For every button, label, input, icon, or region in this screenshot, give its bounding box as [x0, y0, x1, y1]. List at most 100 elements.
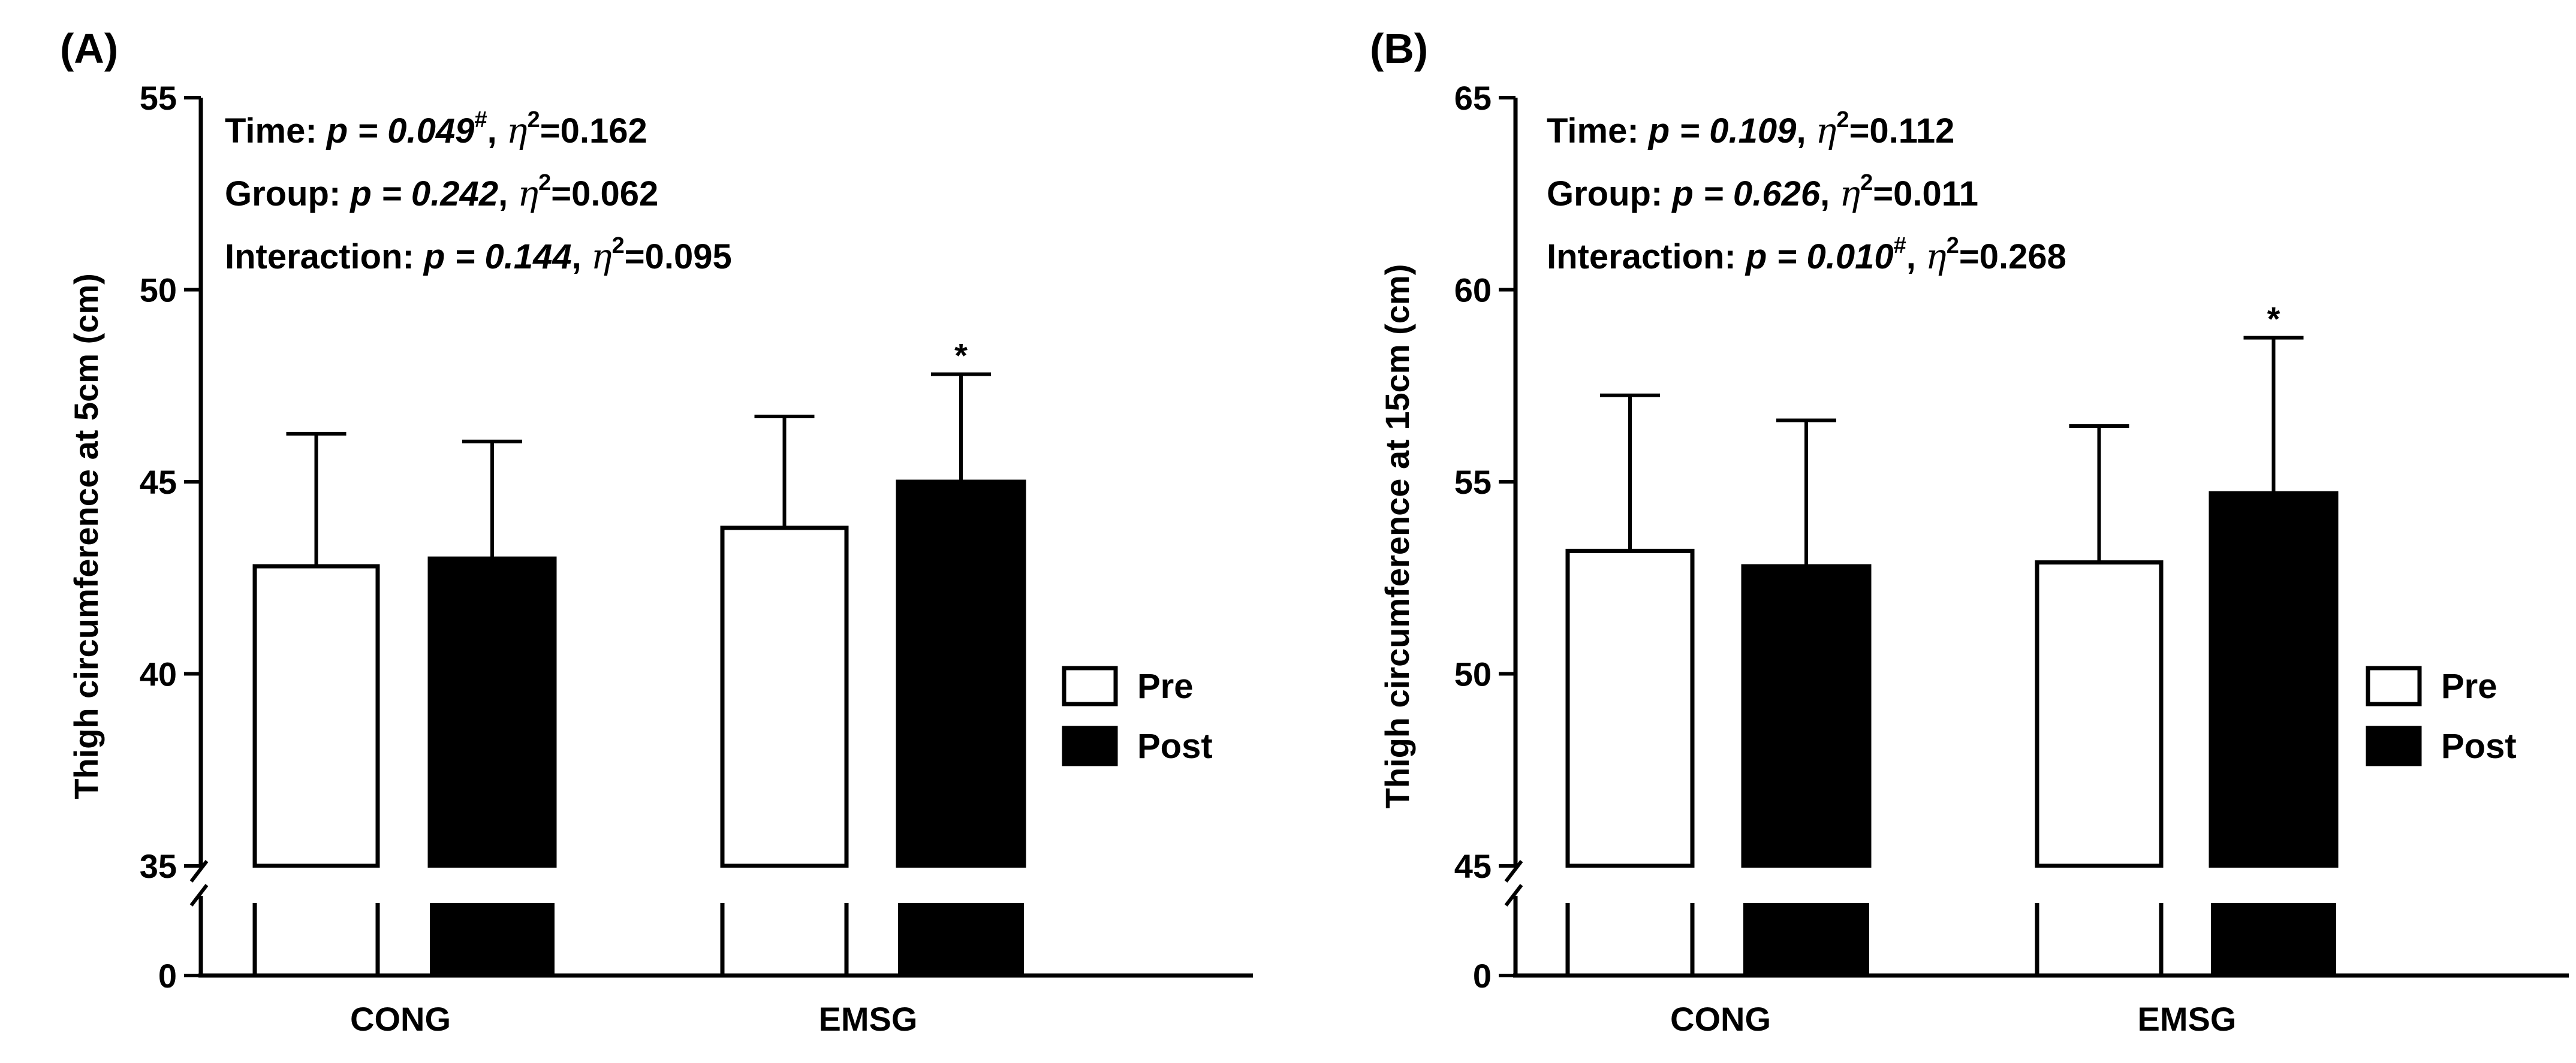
significance-star: *: [954, 337, 968, 375]
break-gap: [2207, 868, 2340, 901]
break-gap: [894, 868, 1028, 901]
stat-part: p = 0.242: [349, 174, 498, 213]
stat-part: Time:: [225, 111, 327, 150]
y-tick-label: 40: [140, 656, 177, 693]
y-tick-label: 50: [140, 271, 177, 309]
stat-line: Interaction: p = 0.010#, η2=0.268: [1547, 233, 2066, 277]
stat-part: Group:: [1547, 174, 1672, 213]
legend-label-pre: Pre: [2441, 667, 2497, 706]
stat-sep: ,: [498, 174, 517, 213]
stat-part: p = 0.049: [326, 111, 475, 150]
bar-emsg-post: [896, 479, 1026, 868]
stat-eta-sup: 2: [528, 107, 540, 132]
stat-sep: ,: [1796, 111, 1815, 150]
stat-part: Group:: [225, 174, 350, 213]
break-gap: [1740, 868, 1873, 901]
legend-label-post: Post: [1137, 727, 1213, 766]
break-gap: [1564, 868, 1696, 901]
bar-cong-post: [1741, 564, 1872, 868]
category-label: EMSG: [2138, 1000, 2237, 1038]
stat-part: Interaction:: [1547, 237, 1746, 276]
stat-hash: #: [474, 107, 487, 132]
significance-star: *: [2267, 300, 2280, 338]
stat-eta-value: =0.162: [540, 111, 647, 150]
y-tick-label: 55: [1454, 463, 1492, 501]
break-gap: [719, 868, 850, 901]
bar-cong-pre: [252, 564, 380, 868]
y-tick-label: 45: [140, 463, 177, 501]
y-tick-label: 60: [1454, 271, 1492, 309]
stat-eta: η: [1926, 236, 1947, 277]
stat-eta-value: =0.112: [1849, 111, 1955, 150]
stat-eta: η: [591, 236, 612, 277]
bar-emsg-post-lower: [2211, 903, 2336, 976]
break-gap: [2033, 868, 2165, 901]
legend-swatch-pre: [2366, 666, 2422, 706]
axis-break-mark: [1504, 884, 1523, 907]
break-gap: [251, 868, 381, 901]
panel-label: (B): [1370, 25, 1428, 72]
stat-line: Time: p = 0.049#, η2=0.162: [225, 107, 647, 151]
stat-eta: η: [507, 110, 528, 151]
stat-part: p = 0.010: [1745, 237, 1894, 276]
bar-emsg-post: [2209, 491, 2339, 868]
bar-emsg-pre: [2035, 560, 2164, 868]
legend-swatch-pre: [1062, 666, 1118, 706]
stat-part: p = 0.109: [1647, 111, 1797, 150]
stat-eta-sup: 2: [1860, 170, 1873, 195]
axis-break-mark: [189, 860, 209, 883]
y-tick-label: 35: [140, 847, 177, 885]
bar-cong-post: [427, 556, 557, 868]
stat-eta-value: =0.095: [625, 237, 732, 276]
y-tick-label: 0: [1473, 957, 1492, 995]
panel-label: (A): [60, 25, 118, 72]
category-label: CONG: [350, 1000, 451, 1038]
stat-eta-value: =0.062: [551, 174, 658, 213]
y-tick-label: 55: [140, 79, 177, 117]
chart-panel-a: (A) 0 35 40 45 50 55 Thigh circumference at 5cm…: [60, 25, 1253, 1038]
stat-eta-sup: 2: [1836, 107, 1849, 132]
stat-line: Group: p = 0.626, η2=0.011: [1547, 170, 1978, 214]
axis-break-mark: [1504, 860, 1523, 883]
break-gap: [426, 868, 558, 901]
stat-part: p = 0.626: [1671, 174, 1820, 213]
y-axis-title: Thigh circumference at 5cm (cm): [67, 273, 105, 799]
stat-eta-sup: 2: [612, 233, 625, 258]
category-label: EMSG: [819, 1000, 918, 1038]
stat-sep: ,: [1820, 174, 1839, 213]
stat-line: Group: p = 0.242, η2=0.062: [225, 170, 658, 214]
y-tick-label: 0: [158, 957, 177, 995]
legend-swatch-post: [2366, 726, 2422, 766]
stat-line: Time: p = 0.109, η2=0.112: [1547, 107, 1954, 151]
bar-emsg-post-lower: [898, 903, 1024, 976]
stat-sep: ,: [1906, 237, 1926, 276]
legend-label-post: Post: [2441, 727, 2517, 766]
y-tick-label: 50: [1454, 656, 1492, 693]
y-tick-label: 45: [1454, 847, 1492, 885]
bar-cong-post-lower: [430, 903, 555, 976]
legend-label-pre: Pre: [1137, 667, 1194, 706]
chart-panel-b: (B) 0 45 50 55 60 65 Thigh circumference at 15c…: [1370, 25, 2569, 1038]
y-axis-title: Thigh circumference at 15cm (cm): [1378, 264, 1416, 809]
legend-swatch-post: [1062, 726, 1118, 766]
stat-sep: ,: [572, 237, 591, 276]
stat-hash: #: [1894, 233, 1906, 258]
stat-eta-sup: 2: [538, 170, 551, 195]
stat-part: Interaction:: [225, 237, 424, 276]
stat-part: p = 0.144: [423, 237, 572, 276]
y-tick-label: 65: [1454, 79, 1492, 117]
stat-eta-sup: 2: [1947, 233, 1959, 258]
stat-eta-value: =0.268: [1959, 237, 2066, 276]
category-label: CONG: [1670, 1000, 1771, 1038]
stat-eta: η: [1839, 173, 1860, 214]
bar-cong-post-lower: [1743, 903, 1869, 976]
bar-emsg-pre: [720, 526, 849, 868]
stat-eta: η: [517, 173, 538, 214]
axis-break-mark: [189, 884, 209, 907]
stat-eta: η: [1816, 110, 1837, 151]
stat-part: Time:: [1547, 111, 1649, 150]
stat-line: Interaction: p = 0.144, η2=0.095: [225, 233, 732, 277]
bar-cong-pre: [1565, 548, 1695, 868]
